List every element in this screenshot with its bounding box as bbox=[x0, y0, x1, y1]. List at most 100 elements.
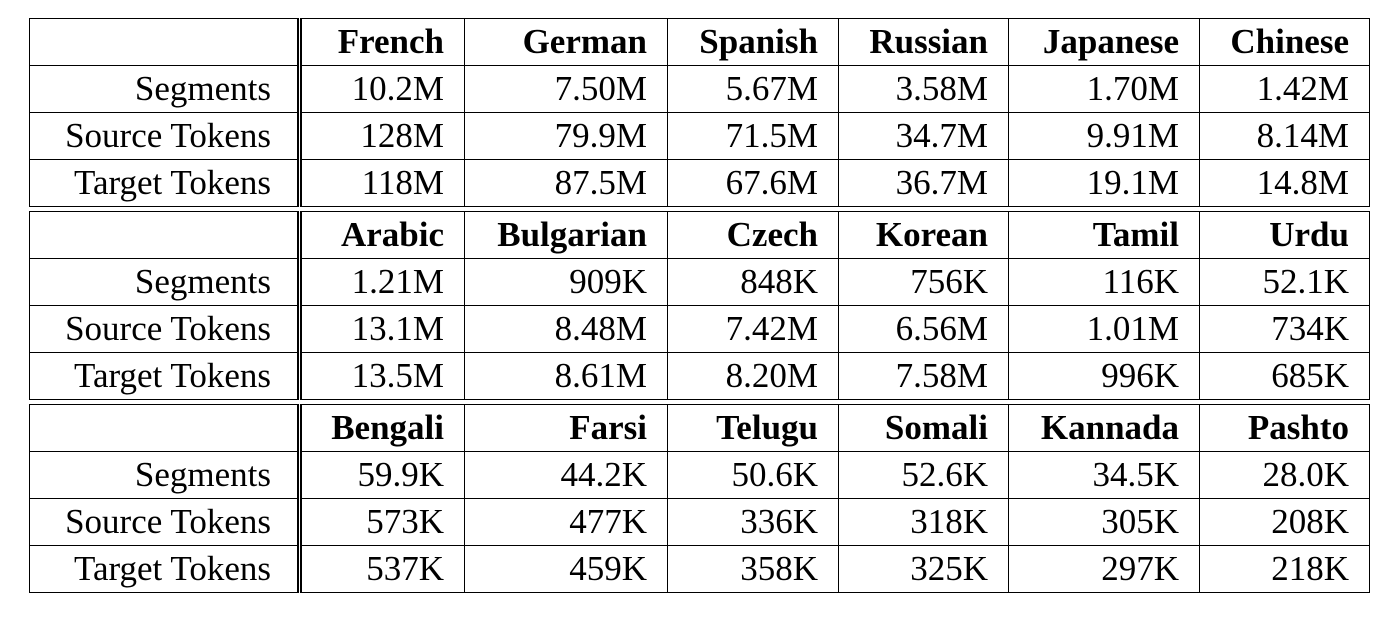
value-cell: 10.2M bbox=[299, 65, 465, 113]
table-row: Segments 1.21M 909K 848K 756K 116K 52.1K bbox=[29, 258, 1370, 306]
value-cell: 325K bbox=[838, 545, 1009, 593]
value-cell: 756K bbox=[838, 258, 1009, 306]
value-cell: 537K bbox=[299, 545, 465, 593]
value-cell: 3.58M bbox=[838, 65, 1009, 113]
value-cell: 208K bbox=[1199, 498, 1370, 546]
value-cell: 1.42M bbox=[1199, 65, 1370, 113]
value-cell: 59.9K bbox=[299, 451, 465, 499]
value-cell: 14.8M bbox=[1199, 159, 1370, 207]
value-cell: 305K bbox=[1008, 498, 1200, 546]
row-label: Source Tokens bbox=[29, 305, 302, 353]
value-cell: 52.6K bbox=[838, 451, 1009, 499]
table-block-2: Arabic Bulgarian Czech Korean Tamil Urdu… bbox=[29, 211, 1370, 400]
language-header: Bulgarian bbox=[464, 211, 668, 259]
value-cell: 1.70M bbox=[1008, 65, 1200, 113]
value-cell: 34.5K bbox=[1008, 451, 1200, 499]
row-label: Segments bbox=[29, 258, 302, 306]
table-row: Source Tokens 573K 477K 336K 318K 305K 2… bbox=[29, 498, 1370, 546]
language-header: Korean bbox=[838, 211, 1009, 259]
value-cell: 87.5M bbox=[464, 159, 668, 207]
value-cell: 13.1M bbox=[299, 305, 465, 353]
value-cell: 128M bbox=[299, 112, 465, 160]
value-cell: 34.7M bbox=[838, 112, 1009, 160]
language-header: Somali bbox=[838, 404, 1009, 452]
language-header: Arabic bbox=[299, 211, 465, 259]
value-cell: 297K bbox=[1008, 545, 1200, 593]
value-cell: 909K bbox=[464, 258, 668, 306]
table-block-3: Bengali Farsi Telugu Somali Kannada Pash… bbox=[29, 404, 1370, 593]
corner-cell bbox=[29, 404, 302, 452]
value-cell: 28.0K bbox=[1199, 451, 1370, 499]
value-cell: 1.01M bbox=[1008, 305, 1200, 353]
value-cell: 358K bbox=[667, 545, 839, 593]
header-row: French German Spanish Russian Japanese C… bbox=[29, 18, 1370, 66]
language-header: French bbox=[299, 18, 465, 66]
value-cell: 52.1K bbox=[1199, 258, 1370, 306]
value-cell: 7.50M bbox=[464, 65, 668, 113]
value-cell: 8.61M bbox=[464, 352, 668, 400]
value-cell: 8.48M bbox=[464, 305, 668, 353]
language-header: German bbox=[464, 18, 668, 66]
value-cell: 336K bbox=[667, 498, 839, 546]
language-header: Kannada bbox=[1008, 404, 1200, 452]
row-label: Target Tokens bbox=[29, 352, 302, 400]
value-cell: 573K bbox=[299, 498, 465, 546]
value-cell: 1.21M bbox=[299, 258, 465, 306]
value-cell: 318K bbox=[838, 498, 1009, 546]
language-header: Telugu bbox=[667, 404, 839, 452]
table-row: Segments 10.2M 7.50M 5.67M 3.58M 1.70M 1… bbox=[29, 65, 1370, 113]
value-cell: 685K bbox=[1199, 352, 1370, 400]
language-header: Pashto bbox=[1199, 404, 1370, 452]
row-label: Target Tokens bbox=[29, 545, 302, 593]
corner-cell bbox=[29, 18, 302, 66]
value-cell: 67.6M bbox=[667, 159, 839, 207]
value-cell: 44.2K bbox=[464, 451, 668, 499]
row-label: Segments bbox=[29, 65, 302, 113]
table-row: Target Tokens 537K 459K 358K 325K 297K 2… bbox=[29, 545, 1370, 593]
value-cell: 9.91M bbox=[1008, 112, 1200, 160]
language-header: Russian bbox=[838, 18, 1009, 66]
table-row: Target Tokens 118M 87.5M 67.6M 36.7M 19.… bbox=[29, 159, 1370, 207]
row-label: Target Tokens bbox=[29, 159, 302, 207]
header-row: Arabic Bulgarian Czech Korean Tamil Urdu bbox=[29, 211, 1370, 259]
table-row: Target Tokens 13.5M 8.61M 8.20M 7.58M 99… bbox=[29, 352, 1370, 400]
corpus-statistics-table: French German Spanish Russian Japanese C… bbox=[29, 18, 1370, 593]
value-cell: 848K bbox=[667, 258, 839, 306]
value-cell: 7.42M bbox=[667, 305, 839, 353]
row-label: Source Tokens bbox=[29, 498, 302, 546]
table-row: Source Tokens 13.1M 8.48M 7.42M 6.56M 1.… bbox=[29, 305, 1370, 353]
language-header: Bengali bbox=[299, 404, 465, 452]
value-cell: 477K bbox=[464, 498, 668, 546]
language-header: Farsi bbox=[464, 404, 668, 452]
value-cell: 116K bbox=[1008, 258, 1200, 306]
language-header: Chinese bbox=[1199, 18, 1370, 66]
value-cell: 734K bbox=[1199, 305, 1370, 353]
value-cell: 13.5M bbox=[299, 352, 465, 400]
value-cell: 7.58M bbox=[838, 352, 1009, 400]
value-cell: 996K bbox=[1008, 352, 1200, 400]
row-label: Segments bbox=[29, 451, 302, 499]
value-cell: 79.9M bbox=[464, 112, 668, 160]
language-header: Spanish bbox=[667, 18, 839, 66]
value-cell: 50.6K bbox=[667, 451, 839, 499]
value-cell: 459K bbox=[464, 545, 668, 593]
language-header: Czech bbox=[667, 211, 839, 259]
table-row: Source Tokens 128M 79.9M 71.5M 34.7M 9.9… bbox=[29, 112, 1370, 160]
value-cell: 71.5M bbox=[667, 112, 839, 160]
table-block-1: French German Spanish Russian Japanese C… bbox=[29, 18, 1370, 207]
language-header: Tamil bbox=[1008, 211, 1200, 259]
value-cell: 8.20M bbox=[667, 352, 839, 400]
value-cell: 8.14M bbox=[1199, 112, 1370, 160]
header-row: Bengali Farsi Telugu Somali Kannada Pash… bbox=[29, 404, 1370, 452]
value-cell: 6.56M bbox=[838, 305, 1009, 353]
value-cell: 19.1M bbox=[1008, 159, 1200, 207]
language-header: Japanese bbox=[1008, 18, 1200, 66]
row-label: Source Tokens bbox=[29, 112, 302, 160]
value-cell: 36.7M bbox=[838, 159, 1009, 207]
value-cell: 218K bbox=[1199, 545, 1370, 593]
table-row: Segments 59.9K 44.2K 50.6K 52.6K 34.5K 2… bbox=[29, 451, 1370, 499]
value-cell: 5.67M bbox=[667, 65, 839, 113]
corner-cell bbox=[29, 211, 302, 259]
language-header: Urdu bbox=[1199, 211, 1370, 259]
value-cell: 118M bbox=[299, 159, 465, 207]
